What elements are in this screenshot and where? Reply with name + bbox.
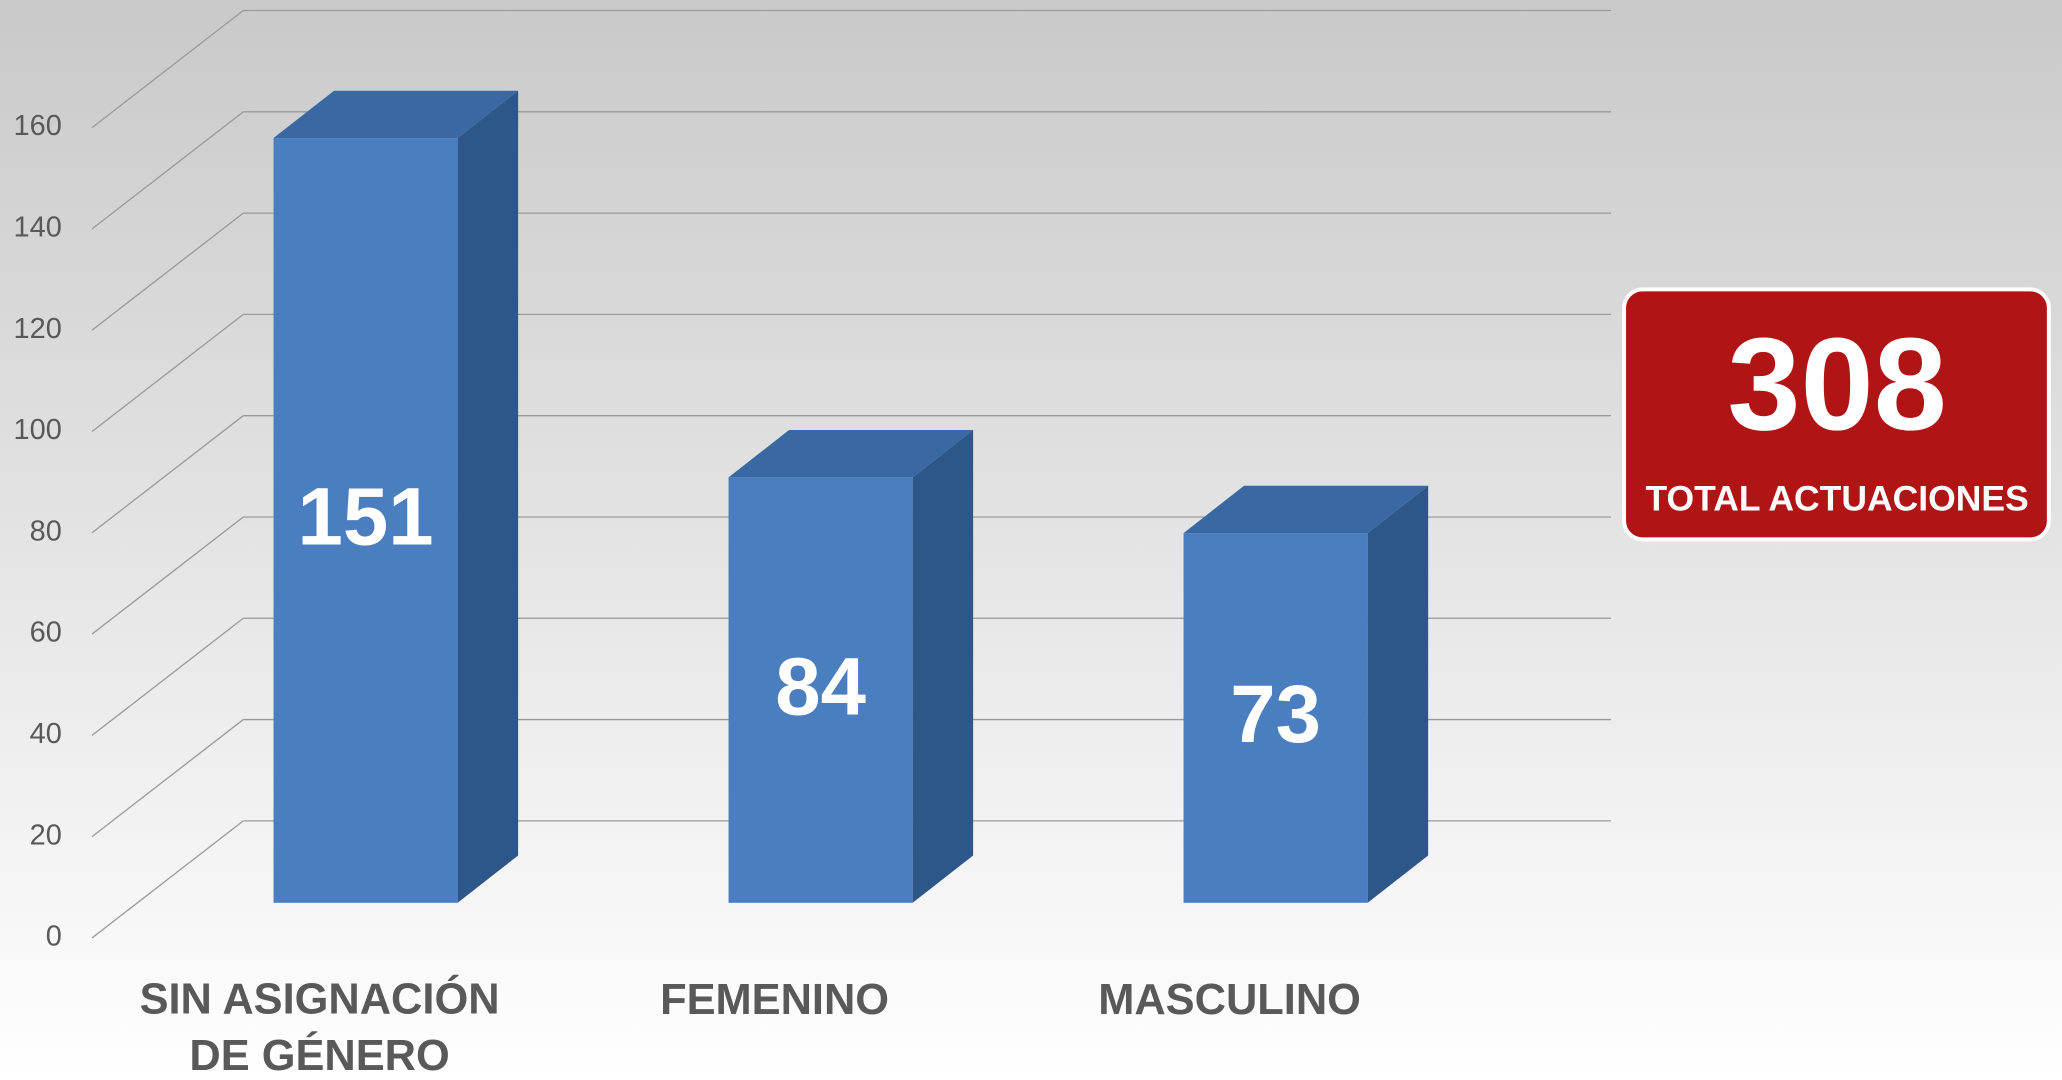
y-tick-label: 160 (14, 110, 62, 142)
x-tick-label-line: DE GÉNERO (189, 1032, 449, 1080)
y-tick-label: 80 (30, 515, 62, 547)
y-tick-label: 60 (30, 617, 62, 649)
grid-line-depth (91, 313, 244, 432)
grid-line-depth (91, 415, 244, 534)
y-tick-label: 40 (30, 718, 62, 750)
bar-top (1183, 485, 1429, 534)
value-label: 151 (298, 472, 434, 563)
x-tick-label: SIN ASIGNACIÓN DE GÉNERO (140, 975, 500, 1080)
x-tick-label-line: SIN ASIGNACIÓN (140, 975, 500, 1024)
bar (728, 477, 913, 903)
bar (273, 138, 458, 903)
total-label: TOTAL ACTUACIONES (1646, 479, 2029, 519)
y-tick-label: 20 (30, 819, 62, 851)
y-tick-label: 140 (14, 212, 62, 244)
value-label: 84 (775, 641, 866, 732)
grid-line-depth (91, 212, 244, 331)
total-box: 308 TOTAL ACTUACIONES (1622, 287, 2051, 542)
bar-top (273, 90, 519, 139)
grid-line-depth (91, 719, 244, 838)
bar-side (457, 90, 519, 903)
grid-line-depth (91, 10, 244, 129)
grid-line-depth (91, 516, 244, 635)
y-tick-label: 120 (14, 313, 62, 345)
grid-line-depth (91, 111, 244, 230)
total-box-bg (1622, 287, 2051, 542)
y-tick-label: 0 (46, 921, 62, 953)
x-tick-label: MASCULINO (1098, 976, 1361, 1024)
grid-line-depth (91, 820, 244, 939)
value-label: 73 (1230, 669, 1321, 760)
bar (1183, 533, 1368, 903)
grid-line-depth (91, 617, 244, 736)
bar-side (1367, 485, 1429, 903)
bar-top (728, 430, 974, 478)
x-tick-label: FEMENINO (660, 976, 889, 1024)
total-value: 308 (1727, 310, 1946, 457)
bar-side (912, 430, 974, 903)
y-tick-label: 100 (14, 414, 62, 446)
